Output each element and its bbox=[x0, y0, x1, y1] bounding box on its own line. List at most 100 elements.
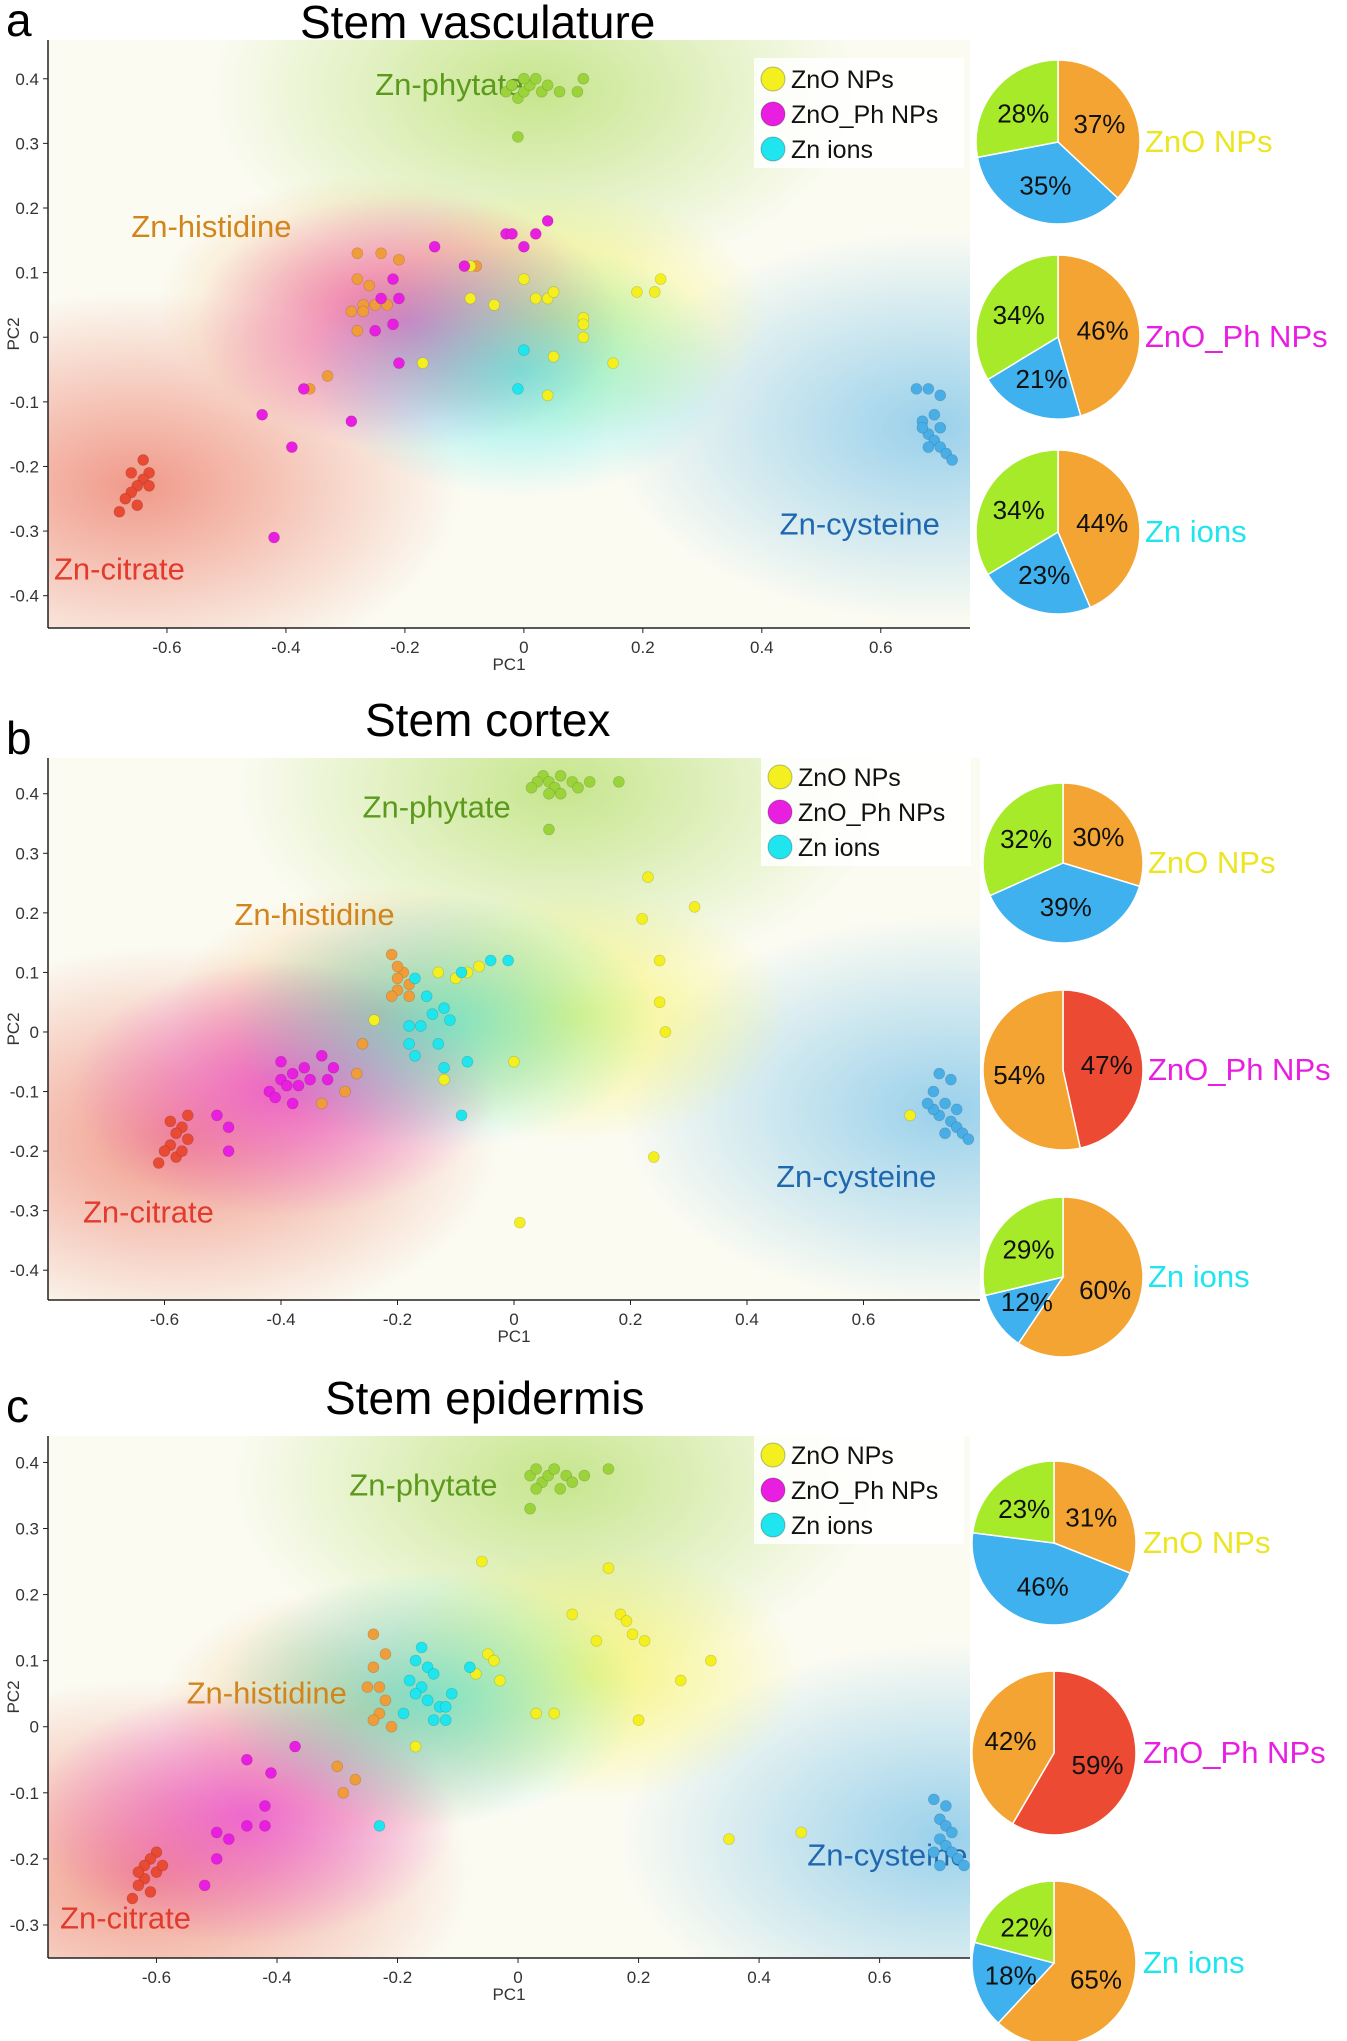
point-zn-cysteine bbox=[939, 1097, 951, 1110]
legend-entry: Zn ions bbox=[791, 136, 873, 164]
x-tick-label: -0.2 bbox=[390, 638, 419, 657]
point-zn-phytate bbox=[530, 1483, 542, 1495]
y-tick-label: -0.3 bbox=[10, 522, 39, 541]
point-zno-nps bbox=[636, 912, 649, 925]
point-zno-nps bbox=[705, 1654, 717, 1667]
point-zn-histidine bbox=[385, 1720, 398, 1733]
pie-slice-label: 42% bbox=[984, 1726, 1036, 1756]
y-axis-label: PC2 bbox=[4, 1680, 23, 1713]
point-zn-ions bbox=[373, 1819, 386, 1832]
panel-a: a Stem vasculature-0.6 -0.4 -0.2 0 0.2 0.4 0.60… bbox=[4, 0, 1328, 674]
pie-label: Zn ions bbox=[1143, 1945, 1245, 1980]
y-tick-label: -0.3 bbox=[10, 1916, 39, 1935]
panel-b: b Stem cortex -0.6 -0.4 -0.2 0 0.2 0.4 0.6 0.4 0.3… bbox=[4, 694, 1331, 1358]
point-zn-cysteine bbox=[927, 1793, 940, 1806]
point-zn-ions bbox=[409, 1049, 421, 1062]
point-zn-citrate bbox=[181, 1109, 194, 1122]
point-zn-phytate bbox=[543, 823, 555, 836]
legend-marker bbox=[760, 66, 786, 92]
pie-slice-label: 30% bbox=[1072, 822, 1124, 852]
point-zn-ions bbox=[403, 1020, 415, 1032]
pie-slice-zn-histidine bbox=[1057, 59, 1141, 200]
point-zno-ph-nps bbox=[529, 227, 542, 240]
legend-entry: ZnO_Ph NPs bbox=[791, 101, 938, 129]
point-zn-ions bbox=[518, 344, 530, 357]
pie-chart: 65% 18% 22% Zn ions bbox=[971, 1880, 1245, 2041]
point-zn-citrate bbox=[156, 1859, 169, 1872]
region-label-zn-citrate: Zn-citrate bbox=[60, 1900, 191, 1935]
pie-slice-zn-cysteine bbox=[986, 335, 1082, 420]
point-zno-ph-nps bbox=[256, 408, 268, 421]
point-zno-nps bbox=[723, 1833, 735, 1845]
point-zn-cysteine bbox=[958, 1859, 970, 1872]
point-zn-cysteine bbox=[922, 441, 935, 453]
point-zn-citrate bbox=[126, 1892, 139, 1905]
point-zn-ions bbox=[426, 1008, 439, 1020]
point-zn-histidine bbox=[356, 1038, 369, 1050]
point-zn-cysteine bbox=[910, 383, 923, 395]
point-zno-ph-nps bbox=[286, 1067, 299, 1080]
point-zno-nps bbox=[653, 954, 666, 967]
point-zno-ph-nps bbox=[222, 1833, 235, 1845]
point-zno-ph-nps bbox=[315, 1049, 328, 1062]
y-tick-label: 0.1 bbox=[15, 264, 39, 283]
point-zno-ph-nps bbox=[518, 240, 530, 253]
point-zno-nps bbox=[547, 286, 560, 298]
pie-slice-label: 34% bbox=[993, 300, 1045, 330]
point-zn-histidine bbox=[321, 370, 334, 382]
point-zn-phytate bbox=[524, 1502, 536, 1515]
legend-marker bbox=[760, 136, 786, 162]
y-tick-label: -0.4 bbox=[10, 1261, 39, 1280]
point-zn-histidine bbox=[375, 247, 387, 260]
region-shading bbox=[48, 40, 970, 628]
point-zno-nps bbox=[464, 292, 477, 305]
pie-label: ZnO NPs bbox=[1148, 845, 1275, 880]
point-zn-citrate bbox=[152, 1157, 165, 1169]
point-zno-nps bbox=[473, 960, 485, 973]
point-zno-ph-nps bbox=[304, 1073, 316, 1086]
point-zn-histidine bbox=[385, 990, 398, 1003]
point-zno-ph-nps bbox=[458, 260, 471, 273]
legend-marker bbox=[760, 1477, 786, 1503]
point-zno-ph-nps bbox=[259, 1819, 271, 1832]
point-zn-histidine bbox=[367, 1661, 380, 1674]
point-zno-nps bbox=[513, 1216, 526, 1229]
region-label-zn-phytate: Zn-phytate bbox=[349, 1467, 497, 1502]
point-zn-cysteine bbox=[928, 408, 941, 421]
y-tick-label: 0.4 bbox=[15, 1453, 39, 1472]
region-label-zn-cysteine: Zn-cysteine bbox=[776, 1159, 936, 1194]
pie-chart: 46% 21% 34% ZnO_Ph NPs bbox=[975, 254, 1328, 420]
point-zn-histidine bbox=[357, 305, 370, 318]
y-tick-label: 0 bbox=[30, 1023, 39, 1042]
pie-label: ZnO NPs bbox=[1145, 124, 1272, 159]
x-tick-label: -0.4 bbox=[271, 638, 300, 657]
point-zno-ph-nps bbox=[345, 415, 358, 428]
y-tick-label: 0.3 bbox=[15, 134, 39, 153]
point-zno-nps bbox=[488, 299, 500, 311]
point-zno-nps bbox=[530, 1707, 542, 1720]
point-zn-phytate bbox=[572, 781, 584, 794]
legend-box bbox=[754, 58, 964, 168]
point-zno-ph-nps bbox=[327, 1061, 340, 1074]
point-zno-nps bbox=[590, 1634, 603, 1647]
point-zno-ph-nps bbox=[387, 273, 399, 285]
x-tick-label: 0.4 bbox=[747, 1968, 771, 1987]
pie-label: Zn ions bbox=[1148, 1259, 1250, 1294]
point-zn-phytate bbox=[554, 787, 567, 800]
point-zn-citrate bbox=[132, 1879, 145, 1892]
pie-chart: 59% 42% ZnO_Ph NPs bbox=[971, 1670, 1326, 1836]
point-zno-nps bbox=[548, 1707, 561, 1720]
point-zn-cysteine bbox=[962, 1133, 975, 1146]
point-zn-citrate bbox=[170, 1127, 182, 1140]
point-zn-phytate bbox=[571, 85, 584, 98]
y-tick-label: -0.2 bbox=[10, 1850, 39, 1869]
point-zn-ions bbox=[397, 1707, 410, 1720]
point-zno-nps bbox=[647, 1151, 660, 1163]
point-zn-ions bbox=[403, 1038, 415, 1050]
pie-chart: 47% 54% ZnO_Ph NPs bbox=[982, 989, 1331, 1151]
point-zno-nps bbox=[438, 1073, 450, 1086]
point-zn-histidine bbox=[363, 279, 376, 292]
point-zn-citrate bbox=[132, 1866, 145, 1878]
pie-slice-zn-cysteine bbox=[971, 1941, 1056, 2025]
